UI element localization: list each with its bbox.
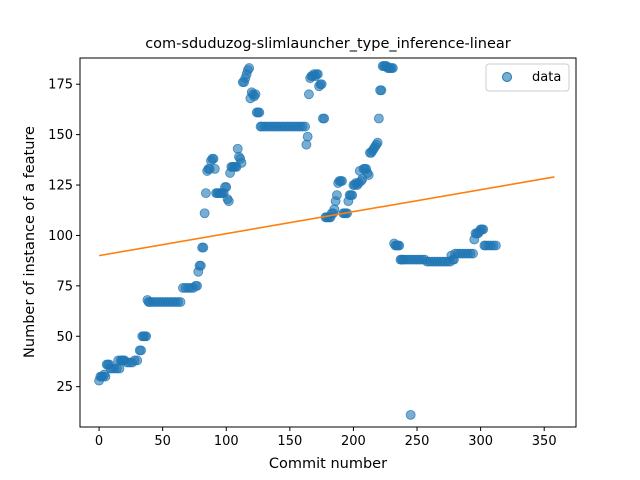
x-axis: 0 50 100 150 200 250 300 350 [95, 427, 557, 449]
y-tick-label: 150 [48, 128, 73, 143]
data-point [175, 297, 186, 307]
y-tick-label: 50 [56, 330, 73, 345]
y-tick-label: 100 [48, 229, 73, 244]
y-axis: 25 50 75 100 125 150 175 [48, 78, 80, 395]
axes-frame [79, 57, 577, 428]
y-axis-label: Number of instance of a feature [22, 126, 38, 358]
data-point [201, 188, 211, 198]
x-tick-label: 0 [95, 434, 103, 449]
fit-line [98, 176, 555, 257]
legend-marker [502, 72, 512, 82]
data-point [198, 242, 209, 253]
data-point [244, 63, 255, 73]
data-point [100, 371, 111, 382]
data-point [337, 176, 347, 186]
data-point [329, 204, 340, 215]
data-point [468, 248, 478, 259]
data-point [302, 131, 313, 142]
data-point [363, 170, 374, 180]
y-tick-label: 25 [56, 380, 73, 395]
y-tick-label: 125 [48, 179, 73, 194]
data-point [254, 107, 265, 118]
data-point [394, 240, 405, 251]
x-tick-label: 100 [214, 434, 239, 449]
data-point [141, 331, 152, 342]
data-point [132, 355, 143, 366]
data-point [136, 345, 146, 356]
data-point [223, 196, 234, 207]
data-point [209, 164, 220, 174]
data-point [347, 190, 358, 201]
data-point [208, 153, 219, 164]
data-point [300, 121, 311, 132]
data-point [221, 182, 232, 192]
data-point [332, 190, 342, 201]
data-point [250, 89, 261, 100]
y-tick-label: 75 [56, 279, 73, 294]
data-point [387, 63, 398, 73]
data-point [232, 143, 243, 154]
x-tick-label: 350 [532, 434, 557, 449]
legend-label-data: data [532, 70, 561, 85]
data-point [195, 260, 206, 271]
legend-box [485, 63, 570, 92]
data-point [199, 208, 210, 219]
x-tick-label: 250 [405, 434, 430, 449]
chart-title: com-sduduzog-slimlauncher_type_inference… [145, 36, 511, 52]
data-point [114, 363, 125, 374]
plot-area [94, 61, 555, 420]
x-tick-label: 300 [468, 434, 493, 449]
data-point [376, 85, 387, 96]
data-point [192, 280, 202, 291]
data-point [301, 139, 312, 150]
data-point [316, 79, 327, 90]
data-point [236, 157, 247, 168]
data-point [304, 89, 314, 100]
legend: data [485, 63, 570, 92]
data-point [312, 69, 323, 80]
data-point [319, 113, 330, 124]
y-tick-label: 175 [48, 78, 73, 93]
data-point [372, 137, 383, 148]
x-tick-label: 150 [277, 434, 302, 449]
data-point [490, 240, 501, 251]
x-axis-label: Commit number [269, 456, 387, 472]
data-point [373, 113, 384, 124]
data-point [405, 410, 416, 420]
data-point [478, 224, 489, 235]
x-tick-label: 50 [154, 434, 171, 449]
x-tick-label: 200 [341, 434, 366, 449]
